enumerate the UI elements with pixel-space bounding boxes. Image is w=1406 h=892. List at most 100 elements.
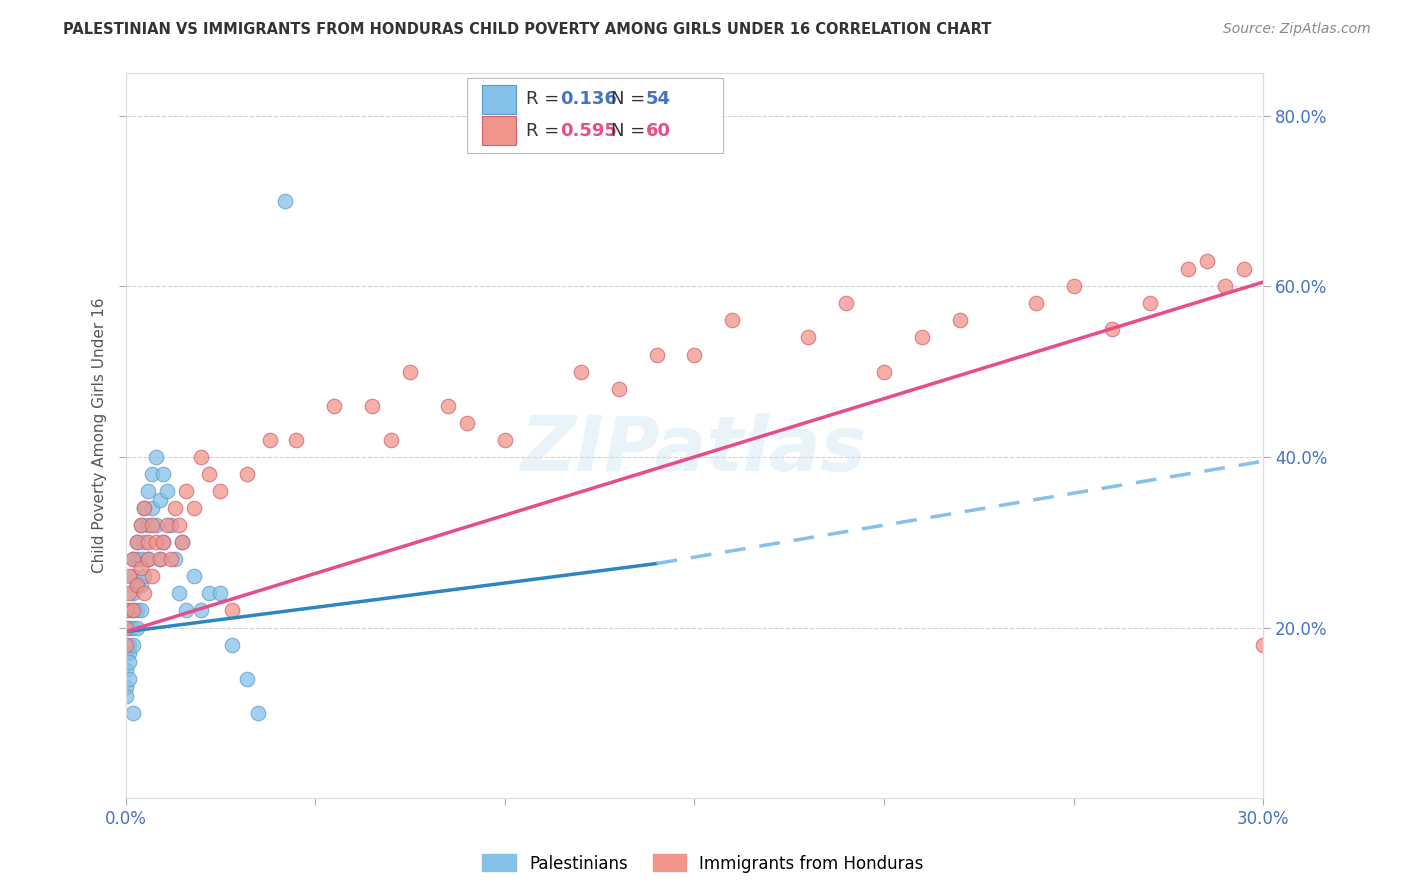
Point <box>361 399 384 413</box>
Point <box>437 399 460 413</box>
Point <box>221 603 243 617</box>
Point <box>1063 279 1085 293</box>
Point <box>835 296 858 310</box>
FancyBboxPatch shape <box>482 116 516 145</box>
Point <box>174 483 197 498</box>
Point <box>122 620 145 634</box>
Point <box>190 603 212 617</box>
Point <box>136 552 159 566</box>
Point <box>259 433 281 447</box>
Point <box>125 535 148 549</box>
Point <box>122 552 145 566</box>
Point <box>163 501 186 516</box>
Point <box>118 672 141 686</box>
Point <box>1025 296 1047 310</box>
Point <box>247 706 270 720</box>
Point <box>209 586 232 600</box>
Point <box>122 706 145 720</box>
Point <box>125 578 148 592</box>
Text: N =: N = <box>612 90 651 108</box>
Point <box>160 552 183 566</box>
Text: 54: 54 <box>645 90 671 108</box>
Point <box>156 518 179 533</box>
Text: 0.595: 0.595 <box>560 122 617 140</box>
Text: 60: 60 <box>645 122 671 140</box>
Point <box>114 663 136 677</box>
Point <box>607 382 630 396</box>
Text: 0.136: 0.136 <box>560 90 617 108</box>
Point <box>167 586 190 600</box>
Point <box>1215 279 1237 293</box>
Point <box>274 194 297 208</box>
Point <box>134 569 156 583</box>
Point <box>156 483 179 498</box>
Point <box>221 638 243 652</box>
Point <box>134 501 156 516</box>
Point <box>183 501 205 516</box>
Text: R =: R = <box>526 122 565 140</box>
FancyBboxPatch shape <box>467 78 723 153</box>
Point <box>285 433 308 447</box>
Point <box>125 620 148 634</box>
Point <box>683 347 706 361</box>
Point <box>136 518 159 533</box>
Point <box>129 561 152 575</box>
Point <box>118 646 141 660</box>
Point <box>911 330 934 344</box>
Point <box>114 689 136 703</box>
Point <box>172 535 194 549</box>
Text: R =: R = <box>526 90 565 108</box>
Point <box>797 330 820 344</box>
Point <box>122 569 145 583</box>
Point <box>152 535 174 549</box>
Point <box>134 586 156 600</box>
Point <box>136 483 159 498</box>
Point <box>149 492 172 507</box>
Legend: Palestinians, Immigrants from Honduras: Palestinians, Immigrants from Honduras <box>475 847 931 880</box>
Point <box>134 501 156 516</box>
Point <box>172 535 194 549</box>
Point <box>114 638 136 652</box>
Point <box>125 552 148 566</box>
Point <box>141 467 163 481</box>
Point <box>118 569 141 583</box>
FancyBboxPatch shape <box>482 85 516 113</box>
Point <box>569 365 592 379</box>
Point <box>399 365 422 379</box>
Point <box>122 603 145 617</box>
Point <box>1177 262 1199 277</box>
Point <box>198 467 221 481</box>
Point <box>118 603 141 617</box>
Point <box>149 552 172 566</box>
Point <box>1233 262 1256 277</box>
Point <box>118 620 141 634</box>
Point <box>122 586 145 600</box>
Point <box>125 603 148 617</box>
Point <box>129 518 152 533</box>
Point <box>134 535 156 549</box>
Point <box>118 586 141 600</box>
Point <box>236 467 259 481</box>
Point <box>141 518 163 533</box>
Point <box>167 518 190 533</box>
Point <box>183 569 205 583</box>
Point <box>129 518 152 533</box>
Point <box>141 569 163 583</box>
Point <box>1253 638 1275 652</box>
Point <box>136 552 159 566</box>
Point <box>125 535 148 549</box>
Point <box>198 586 221 600</box>
Point <box>494 433 516 447</box>
Text: N =: N = <box>612 122 651 140</box>
Point <box>1101 322 1123 336</box>
Point <box>118 638 141 652</box>
Text: Source: ZipAtlas.com: Source: ZipAtlas.com <box>1223 22 1371 37</box>
Point <box>145 450 167 464</box>
Point <box>323 399 346 413</box>
Point <box>149 552 172 566</box>
Point <box>152 535 174 549</box>
Point <box>163 552 186 566</box>
Point <box>160 518 183 533</box>
Point <box>136 535 159 549</box>
Point <box>209 483 232 498</box>
